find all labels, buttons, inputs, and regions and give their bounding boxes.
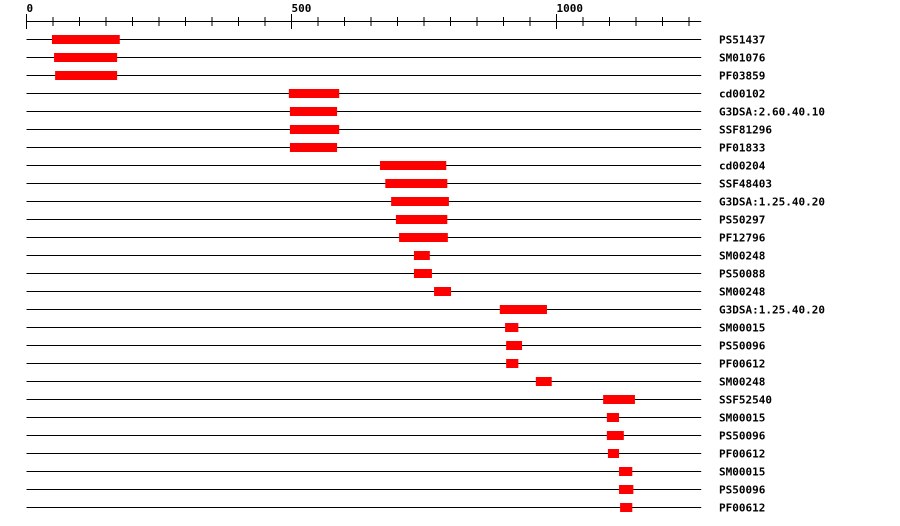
tick-label: 1000	[557, 2, 584, 15]
domain-label: PF00612	[719, 502, 765, 515]
domain-label: PF00612	[719, 358, 765, 371]
domain-bar	[54, 53, 118, 62]
domain-bar	[51, 35, 120, 44]
domain-label: PS50088	[719, 268, 765, 281]
domain-label: G3DSA:1.25.40.20	[719, 196, 825, 209]
domain-label: PS50096	[719, 340, 766, 353]
domain-label: PS50096	[719, 430, 766, 443]
domain-bar	[606, 413, 620, 422]
domain-bar	[535, 377, 552, 386]
domain-label: SM00015	[719, 466, 765, 479]
domain-label: SSF52540	[719, 394, 772, 407]
domain-bar	[385, 179, 448, 188]
domain-bar	[607, 449, 620, 458]
domain-label: SSF48403	[719, 178, 772, 191]
domain-bar	[606, 431, 624, 440]
domain-label: SM00248	[719, 286, 765, 299]
domain-bar	[380, 161, 447, 170]
domain-bar	[434, 287, 452, 296]
domain-bar	[505, 323, 519, 332]
domain-label: SM00015	[719, 412, 765, 425]
domain-bar	[289, 143, 338, 152]
domain-bar	[506, 359, 519, 368]
domain-label: SM01076	[719, 52, 766, 65]
domain-label: PS50096	[719, 484, 766, 497]
domain-label: SM00248	[719, 250, 765, 263]
domain-label: cd00102	[719, 88, 765, 101]
domain-bar	[499, 305, 547, 314]
domain-label: PS51437	[719, 34, 765, 47]
domain-bar	[289, 125, 340, 134]
domain-bar	[413, 251, 430, 260]
domain-label: PF00612	[719, 448, 765, 461]
domain-label: PF12796	[719, 232, 766, 245]
domain-bar	[289, 107, 338, 116]
domain-bar	[391, 197, 449, 206]
domain-label: PF01833	[719, 142, 765, 155]
domain-bar	[620, 503, 633, 512]
domain-bar	[395, 215, 448, 224]
domain-label: PS50297	[719, 214, 765, 227]
tick-label: 500	[292, 2, 312, 15]
domain-label: G3DSA:1.25.40.20	[719, 304, 825, 317]
domain-bar	[619, 485, 634, 494]
domain-label: G3DSA:2.60.40.10	[719, 106, 825, 119]
domain-bar	[288, 89, 340, 98]
domain-bar	[413, 269, 432, 278]
domain-label: SSF81296	[719, 124, 772, 137]
domain-label: cd00204	[719, 160, 766, 173]
domain-bar	[603, 395, 635, 404]
domain-label: SM00015	[719, 322, 765, 335]
domain-bar	[506, 341, 523, 350]
domain-label: PF03859	[719, 70, 765, 83]
domain-bar	[55, 71, 118, 80]
domain-bar	[619, 467, 633, 476]
tick-label: 0	[27, 2, 34, 15]
domain-label: SM00248	[719, 376, 765, 389]
domain-bar	[399, 233, 448, 242]
